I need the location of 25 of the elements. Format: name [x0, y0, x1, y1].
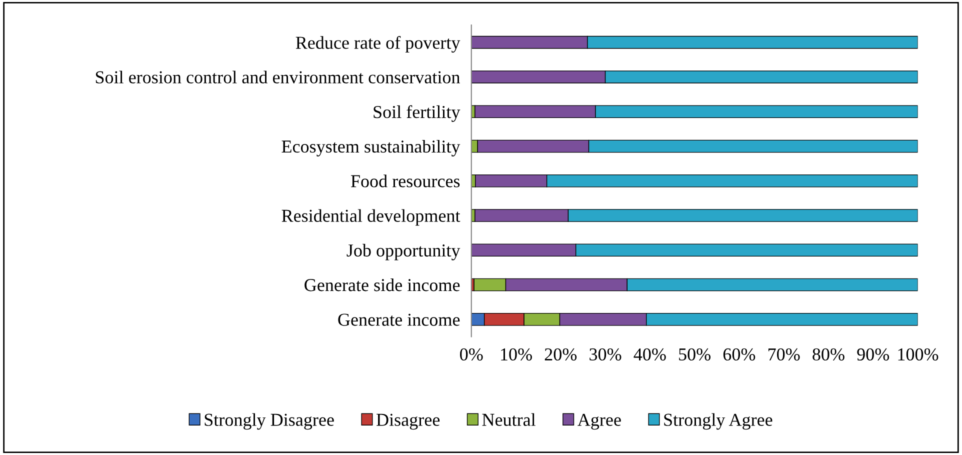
x-tick-label: 100% — [898, 348, 938, 361]
y-tick-label: Reduce rate of poverty — [296, 36, 460, 53]
y-tick-label: Job opportunity — [346, 244, 460, 260]
x-tick-label: 10% — [501, 348, 532, 361]
legend-label: Neutral — [482, 413, 536, 426]
y-tick-label: Soil erosion control and environment conservation — [96, 70, 460, 84]
y-tick-label: Ecosystem sustainability — [282, 140, 460, 156]
legend-label: Strongly Agree — [664, 413, 772, 430]
legend-label: Disagree — [376, 414, 440, 430]
y-tick-label: Residential development — [282, 209, 460, 226]
x-tick-label: 90% — [857, 348, 890, 361]
legend-label: Strongly Disagree — [204, 413, 334, 430]
x-tick-label: 0% — [460, 348, 483, 361]
y-tick-label: Food resources — [350, 174, 460, 188]
x-tick-label: 30% — [590, 348, 622, 361]
x-tick-label: 80% — [812, 348, 844, 361]
y-tick-label: Generate side income — [304, 278, 460, 292]
x-tick-label: 40% — [634, 348, 666, 361]
x-tick-label: 60% — [723, 348, 756, 361]
legend-label: Agree — [578, 414, 621, 430]
y-tick-label: Generate income — [338, 314, 460, 326]
x-tick-label: 20% — [544, 348, 577, 361]
x-tick-label: 50% — [679, 348, 710, 361]
y-tick-label: Soil fertility — [374, 105, 460, 122]
x-tick-label: 70% — [768, 348, 800, 361]
